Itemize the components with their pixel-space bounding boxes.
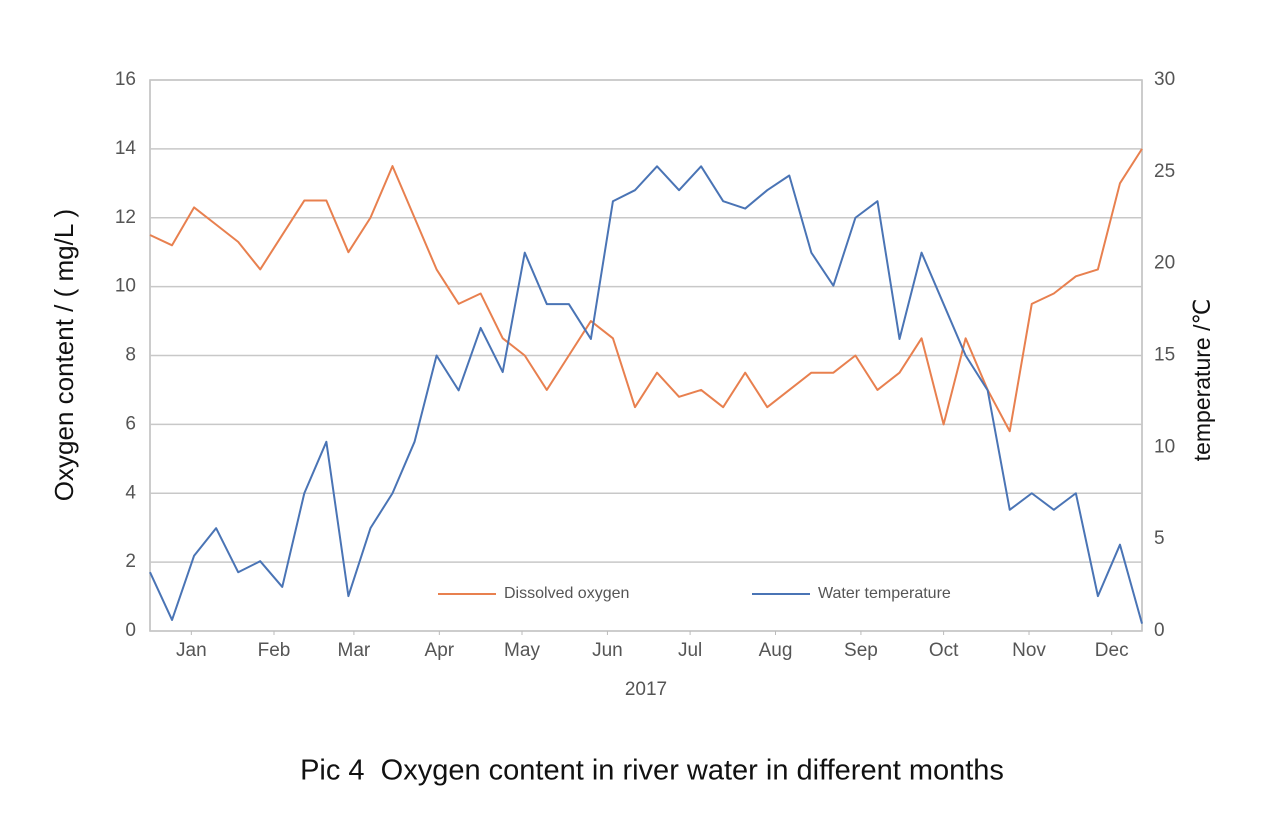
y2-tick-label: 5 [1154, 528, 1165, 549]
x-tick-label: Dec [1095, 640, 1129, 661]
y-tick-label: 2 [125, 551, 136, 572]
y2-tick-label: 0 [1154, 620, 1165, 641]
y2-tick-label: 25 [1154, 161, 1175, 182]
x-tick-label: Jun [592, 640, 623, 661]
y2-axis-label: temperature /℃ [1189, 299, 1215, 462]
x-tick-label: May [504, 640, 540, 661]
x-tick-label: Jan [176, 640, 207, 661]
x-tick-label: Aug [759, 640, 793, 661]
series-line [149, 148, 1143, 433]
x-tick-label: Mar [338, 640, 371, 661]
series-line [149, 165, 1143, 624]
y2-tick-label: 20 [1154, 253, 1175, 274]
y-tick-label: 0 [125, 620, 136, 641]
y-tick-label: 14 [115, 138, 137, 159]
legend-label: Water temperature [818, 585, 951, 602]
y-tick-label: 6 [125, 413, 136, 434]
y2-tick-label: 15 [1154, 345, 1175, 366]
x-tick-label: Jul [678, 640, 702, 661]
legend-label: Dissolved oxygen [504, 585, 629, 602]
y-tick-label: 4 [125, 482, 136, 503]
x-tick-label: Apr [425, 640, 455, 661]
x-tick-label: Nov [1012, 640, 1046, 661]
y-tick-label: 10 [115, 276, 136, 297]
y-tick-label: 8 [125, 345, 136, 366]
y-tick-label: 12 [115, 207, 136, 228]
y-tick-label: 16 [115, 69, 136, 90]
y2-tick-label: 30 [1154, 69, 1175, 90]
caption: Pic 4 Oxygen content in river water in d… [300, 755, 1004, 787]
y2-tick-label: 10 [1154, 436, 1175, 457]
x-tick-label: Sep [844, 640, 878, 661]
x-axis-label: 2017 [625, 679, 667, 700]
x-tick-label: Oct [929, 640, 959, 661]
y-axis-label: Oxygen content / ( mg/L ) [49, 209, 79, 501]
x-tick-label: Feb [258, 640, 291, 661]
